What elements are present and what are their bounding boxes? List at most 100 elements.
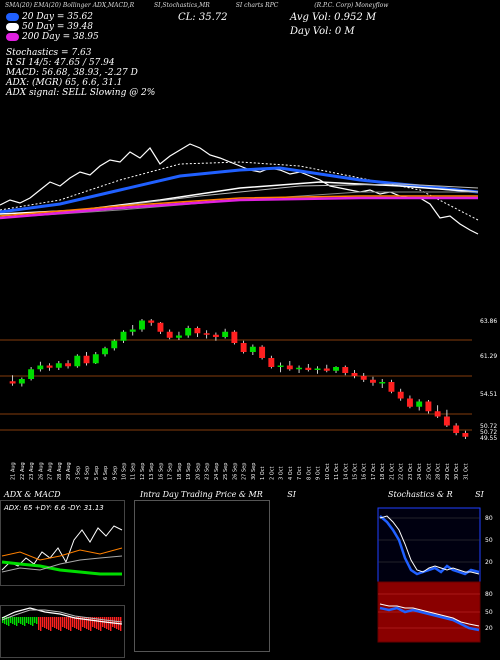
macd-histogram-bar bbox=[108, 617, 110, 630]
candle-body-down bbox=[65, 363, 72, 367]
price-label-54: 54.51 bbox=[480, 391, 497, 398]
candle-body-down bbox=[9, 381, 16, 384]
candle-body-up bbox=[185, 328, 192, 336]
date-tick-label: 3 Sep bbox=[75, 466, 81, 480]
date-tick-label: 29 Oct bbox=[445, 463, 451, 480]
intraday-title-text: Intra Day Trading Price & MR bbox=[140, 490, 263, 499]
macd-histogram-bar bbox=[42, 617, 44, 627]
date-tick-label: 29 Aug bbox=[66, 462, 72, 480]
date-tick-label: 15 Oct bbox=[353, 463, 359, 480]
indicator-stats: Stochastics = 7.63 R SI 14/5: 47.65 / 57… bbox=[6, 48, 138, 78]
date-tick-label: 23 Sep bbox=[205, 463, 211, 480]
candle-body-down bbox=[342, 367, 349, 373]
candle-body-down bbox=[370, 379, 376, 383]
date-tick-label: 10 Sep bbox=[122, 463, 128, 480]
macd-histogram-bar bbox=[50, 617, 52, 631]
macd-histogram-bar bbox=[36, 617, 38, 624]
macd-histogram-bar bbox=[78, 617, 80, 630]
candle-body-up bbox=[129, 329, 136, 332]
macd-histogram-bar bbox=[58, 617, 60, 630]
stoch-title: Stochastics & R SI bbox=[388, 490, 484, 499]
candle-body-up bbox=[249, 346, 256, 352]
macd-histogram-bar bbox=[96, 617, 98, 629]
stochastics-panel: 80 50 20 80 50 20 bbox=[377, 507, 493, 643]
candle-body-up bbox=[296, 367, 303, 370]
macd-histogram-bar bbox=[74, 617, 76, 628]
candle-body-up bbox=[314, 368, 321, 370]
candle-body-down bbox=[443, 416, 450, 426]
macd-histogram-bar bbox=[110, 617, 112, 631]
candle-body-up bbox=[74, 355, 81, 367]
adx-stats: ADX: (MGR) 65, 6.6, 31.1 ADX signal: SEL… bbox=[6, 78, 155, 98]
candle-body-down bbox=[388, 382, 395, 392]
macd-histogram-bar bbox=[90, 617, 92, 631]
date-tick-label: 24 Oct bbox=[417, 463, 423, 480]
candle-body-down bbox=[397, 391, 404, 399]
candle-body-up bbox=[102, 348, 108, 355]
candle-body-down bbox=[212, 334, 219, 337]
rsi-value: R SI 14/5: 47.65 / 57.94 bbox=[6, 58, 115, 68]
date-tick-label: 22 Oct bbox=[399, 463, 405, 480]
macd-histogram-bar bbox=[26, 617, 28, 623]
candle-body-down bbox=[406, 398, 413, 407]
di-minus-line bbox=[1, 560, 122, 576]
date-tick-label: 26 Sep bbox=[232, 463, 238, 480]
macd-histogram-bar bbox=[56, 617, 58, 629]
candle-body-down bbox=[166, 331, 173, 338]
adx-value: ADX: (MGR) 65, 6.6, 31.1 bbox=[6, 78, 123, 88]
candle-body-down bbox=[148, 320, 155, 323]
macd-histogram-bar bbox=[14, 617, 16, 625]
macd-histogram-bar bbox=[34, 617, 36, 623]
candle-body-down bbox=[351, 373, 358, 376]
price-label-50b: 50.72 bbox=[480, 429, 497, 436]
di-white-line bbox=[1, 555, 123, 573]
macd-histogram-bar bbox=[6, 617, 8, 625]
date-tick-label: 12 Sep bbox=[140, 463, 146, 480]
macd-histogram-bar bbox=[38, 617, 40, 630]
rsi-line bbox=[379, 606, 480, 632]
macd-histogram-bar bbox=[8, 617, 10, 626]
date-tick-label: 5 Sep bbox=[94, 466, 100, 480]
date-tick-label: 1 Oct bbox=[260, 467, 266, 480]
ma-50-row: 50 Day = 39.48 bbox=[6, 22, 99, 32]
date-axis: 21 Aug 22 Aug 23 Aug 26 Aug 27 Aug 28 Aug 29 A… bbox=[11, 462, 470, 480]
ma20-line bbox=[0, 166, 479, 214]
candle-body-up bbox=[55, 363, 62, 368]
date-tick-label: 25 Oct bbox=[426, 463, 432, 480]
date-tick-label: 27 Sep bbox=[242, 463, 248, 480]
macd-histogram-bar bbox=[30, 617, 32, 625]
date-tick-label: 30 Sep bbox=[251, 463, 257, 480]
macd-histogram-bar bbox=[52, 617, 54, 627]
macd-histogram-bar bbox=[44, 617, 46, 628]
ma-20-label: 20 Day = 35.62 bbox=[22, 12, 94, 22]
macd-histogram-bar bbox=[40, 617, 42, 631]
date-tick-label: 23 Oct bbox=[408, 463, 414, 480]
candle-body-down bbox=[305, 367, 312, 370]
date-tick-label: 17 Oct bbox=[371, 463, 377, 480]
rsi-tick-20: 20 bbox=[485, 625, 493, 632]
date-tick-label: 9 Oct bbox=[316, 467, 322, 480]
macd-signal-line bbox=[1, 609, 123, 623]
date-tick-label: 28 Aug bbox=[57, 462, 63, 480]
ma-legend: 20 Day = 35.62 50 Day = 39.48 200 Day = … bbox=[6, 12, 99, 42]
macd-histogram-bar bbox=[84, 617, 86, 628]
macd-histogram-bar bbox=[68, 617, 70, 630]
date-tick-label: 16 Oct bbox=[362, 463, 368, 480]
ma-200-row: 200 Day = 38.95 bbox=[6, 32, 99, 42]
stoch-d-line bbox=[379, 515, 480, 575]
macd-histogram-bar bbox=[100, 617, 102, 631]
macd-histogram-bar bbox=[72, 617, 74, 627]
macd-histogram-bar bbox=[20, 617, 22, 624]
date-tick-label: 30 Oct bbox=[454, 463, 460, 480]
date-tick-label: 21 Aug bbox=[11, 462, 17, 480]
date-tick-label: 20 Sep bbox=[195, 463, 201, 480]
adx-legend: ADX: 65 +DY: 6.6 -DY: 31.13 bbox=[3, 504, 104, 512]
macd-histogram-bar bbox=[62, 617, 64, 627]
macd-histogram-bar bbox=[16, 617, 18, 626]
macd-histogram-bar bbox=[10, 617, 12, 623]
candle-body-down bbox=[323, 368, 330, 371]
intraday-title-right: SI bbox=[287, 490, 296, 499]
stoch-title-right: SI bbox=[475, 490, 484, 499]
macd-line bbox=[1, 607, 123, 625]
candle-body-down bbox=[231, 331, 238, 343]
